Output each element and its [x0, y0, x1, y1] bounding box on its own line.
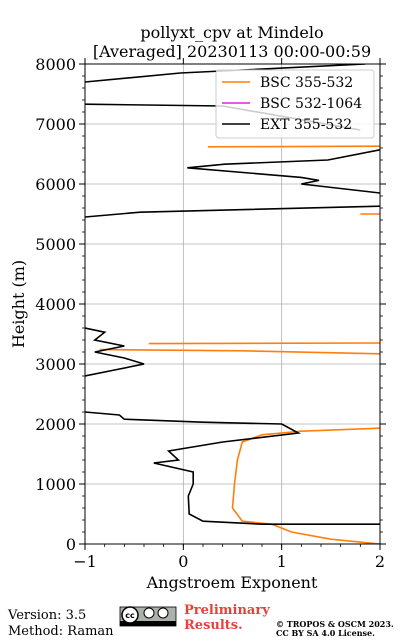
copyright: CC BY SA 4.0 License. [276, 628, 375, 638]
svg-text:cc: cc [125, 611, 135, 620]
x-tick-label: 0 [178, 552, 188, 571]
legend-box [215, 69, 375, 139]
x-tick-label: 1 [277, 552, 287, 571]
version: Version: 3.5 [7, 608, 86, 623]
x-tick-label: −1 [73, 552, 97, 571]
y-tick-label: 0 [66, 535, 76, 554]
status: Preliminary [184, 603, 270, 618]
copyright: © TROPOS & OSCM 2023. [276, 619, 394, 629]
chart-title: [Averaged] 20230113 00:00-00:59 [93, 42, 371, 61]
chart-title: pollyxt_cpv at Mindelo [140, 23, 323, 42]
y-axis-label: Height (m) [9, 260, 28, 348]
y-tick-label: 4000 [35, 295, 76, 314]
y-tick-label: 2000 [35, 415, 76, 434]
x-axis-label: Angstroem Exponent [146, 573, 318, 592]
profile-line [99, 145, 380, 544]
plot-frame [84, 63, 381, 545]
y-tick-label: 7000 [35, 115, 76, 134]
cc-logo: cc [119, 606, 177, 627]
y-tick-label: 3000 [35, 355, 76, 374]
x-tick-label: 2 [375, 552, 385, 571]
y-tick-label: 5000 [35, 235, 76, 254]
method: Method: Raman [8, 624, 114, 639]
legend-label: EXT 355-532 [260, 117, 352, 133]
legend-label: BSC 355-532 [260, 75, 353, 91]
y-tick-label: 8000 [35, 55, 76, 74]
status: Results. [184, 618, 243, 633]
y-tick-label: 6000 [35, 175, 76, 194]
legend-label: BSC 532-1064 [260, 96, 362, 112]
y-tick-label: 1000 [35, 475, 76, 494]
